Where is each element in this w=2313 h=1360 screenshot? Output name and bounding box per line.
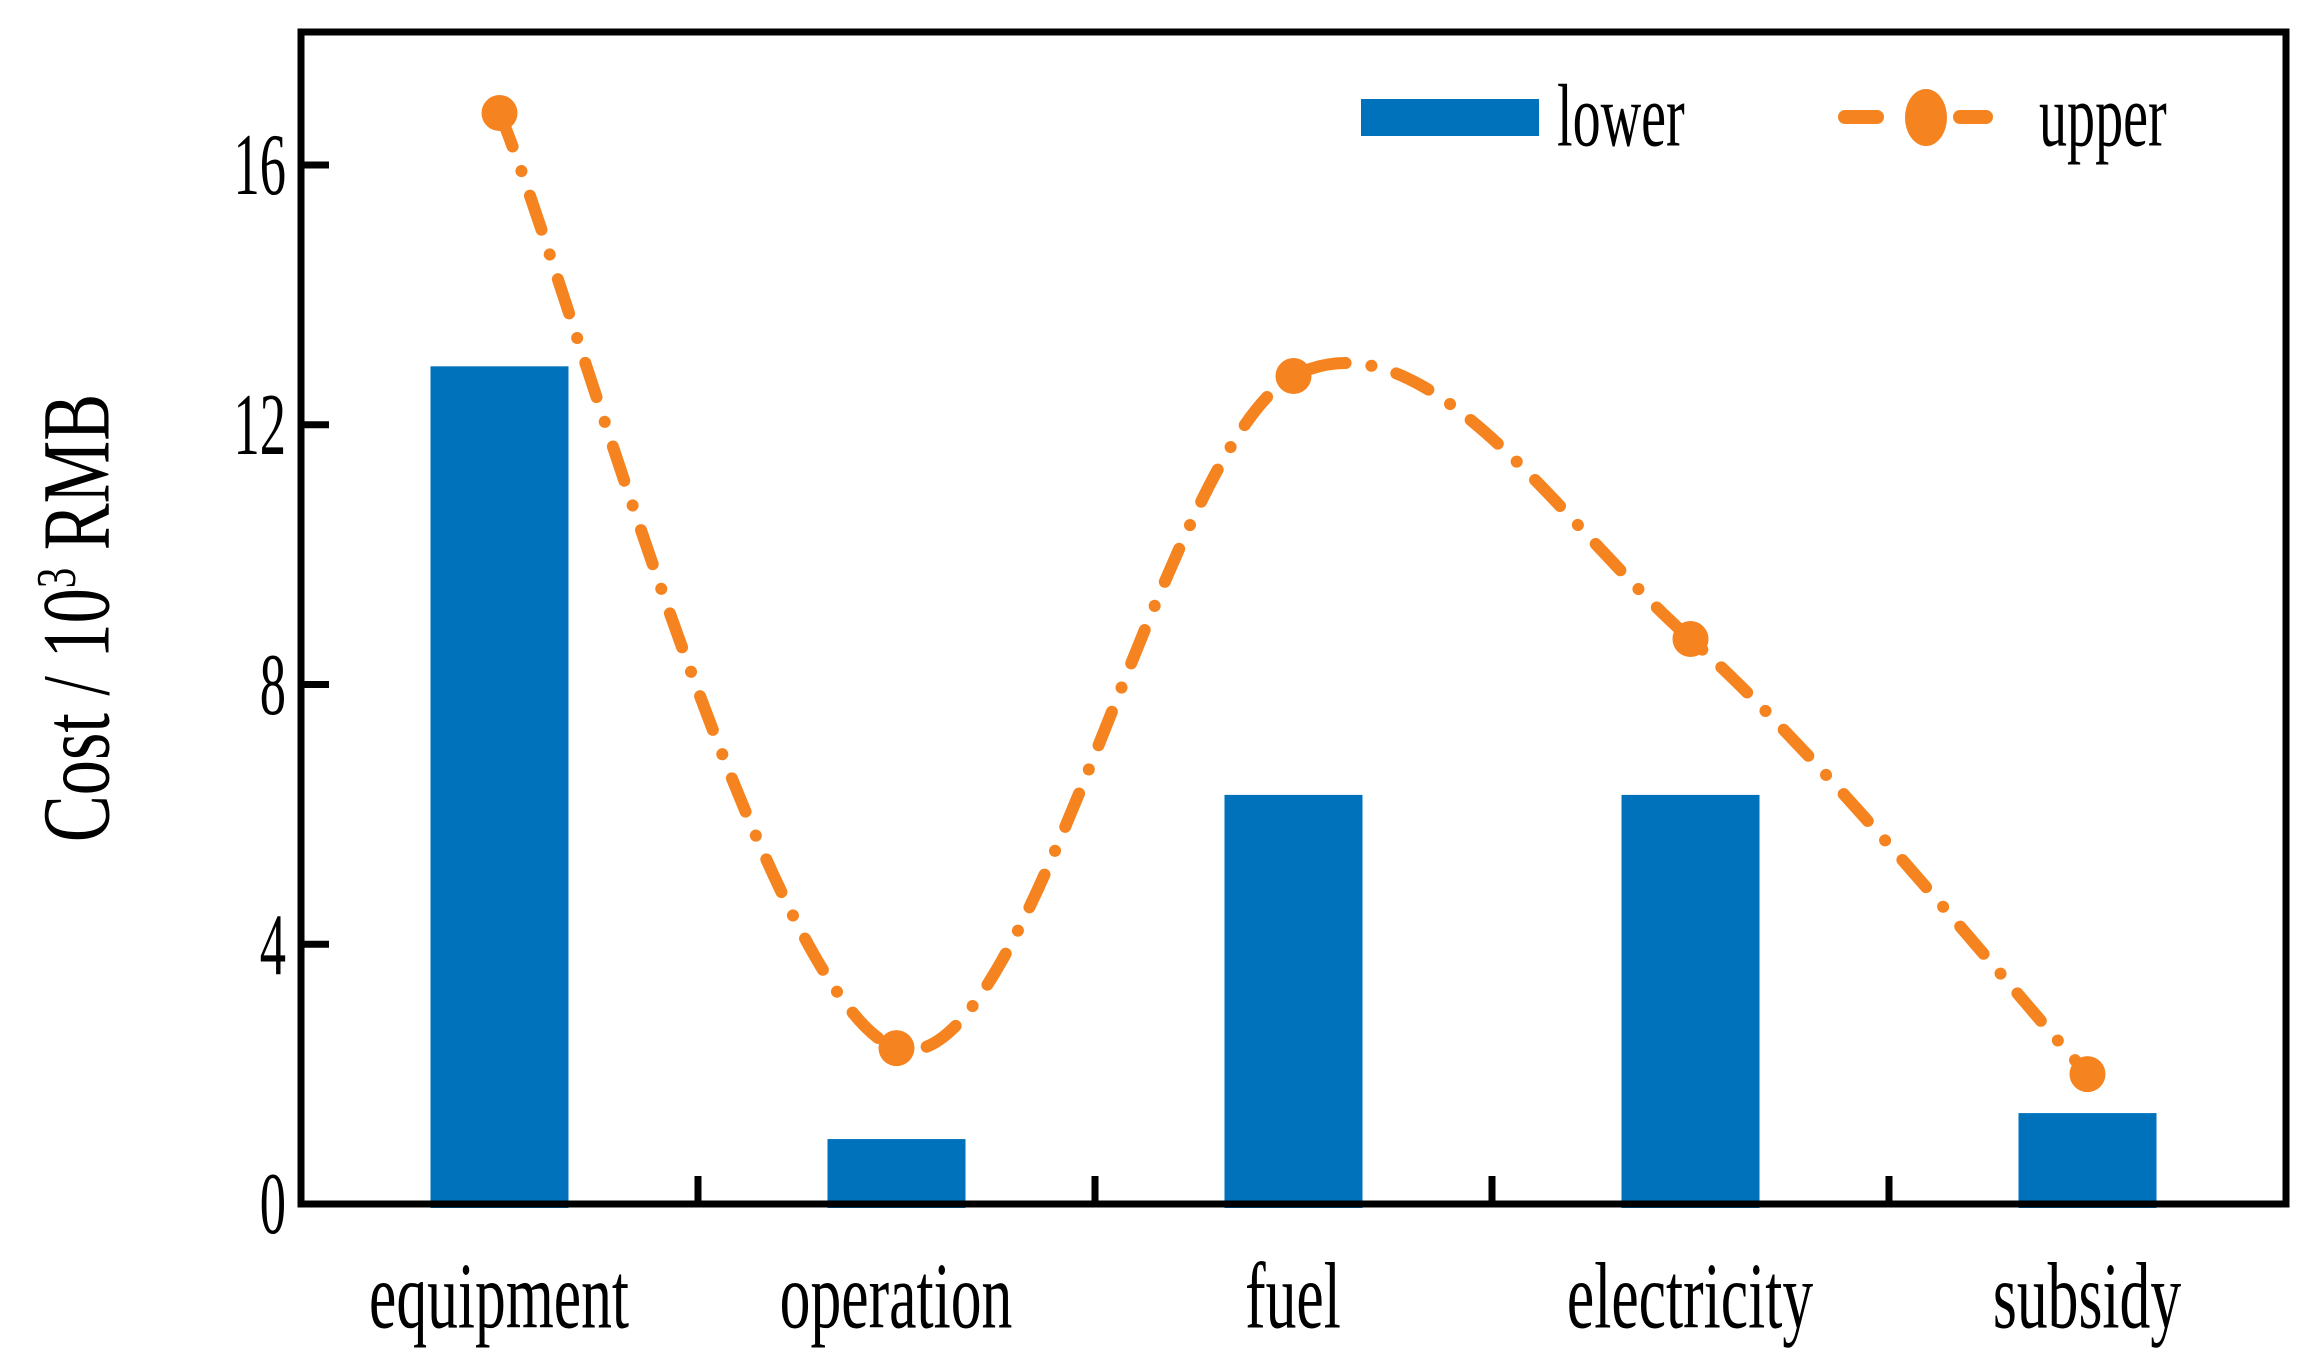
plot-frame: [297, 28, 2290, 1208]
upper-marker-equipment: [481, 95, 518, 132]
legend-label-upper: upper: [2039, 67, 2167, 166]
x-label-equipment: equipment: [368, 1245, 630, 1350]
legend-dash-left-icon: [1838, 110, 1884, 124]
legend-label-lower: lower: [1557, 67, 1685, 166]
upper-line: [493, 107, 2094, 1081]
upper-marker-operation: [878, 1030, 915, 1067]
bar-electricity: [1621, 794, 1760, 1208]
y-tick-label-16: 16: [233, 115, 286, 214]
x-label-electricity: electricity: [1566, 1245, 1814, 1350]
y-tick-label-8: 8: [259, 635, 286, 734]
x-label-fuel: fuel: [1245, 1245, 1341, 1350]
bar-subsidy: [2018, 1113, 2157, 1208]
y-axis-title-superscript: 3: [26, 567, 88, 589]
x-label-subsidy: subsidy: [1992, 1245, 2182, 1350]
bar-equipment: [430, 366, 569, 1208]
upper-marker-fuel: [1275, 358, 1312, 395]
y-tick-label-12: 12: [233, 375, 286, 474]
y-tick-label-4: 4: [259, 895, 286, 994]
bar-fuel: [1224, 794, 1363, 1208]
y-tick-label-0: 0: [259, 1154, 286, 1253]
legend-lower-swatch-icon: [1361, 99, 1539, 136]
bar-operation: [827, 1139, 966, 1208]
upper-marker-electricity: [1672, 621, 1709, 658]
legend-marker-circle-icon: [1905, 89, 1947, 146]
x-label-operation: operation: [779, 1245, 1013, 1350]
upper-marker-subsidy: [2069, 1056, 2106, 1093]
legend-dash-right-icon: [1953, 110, 1993, 124]
